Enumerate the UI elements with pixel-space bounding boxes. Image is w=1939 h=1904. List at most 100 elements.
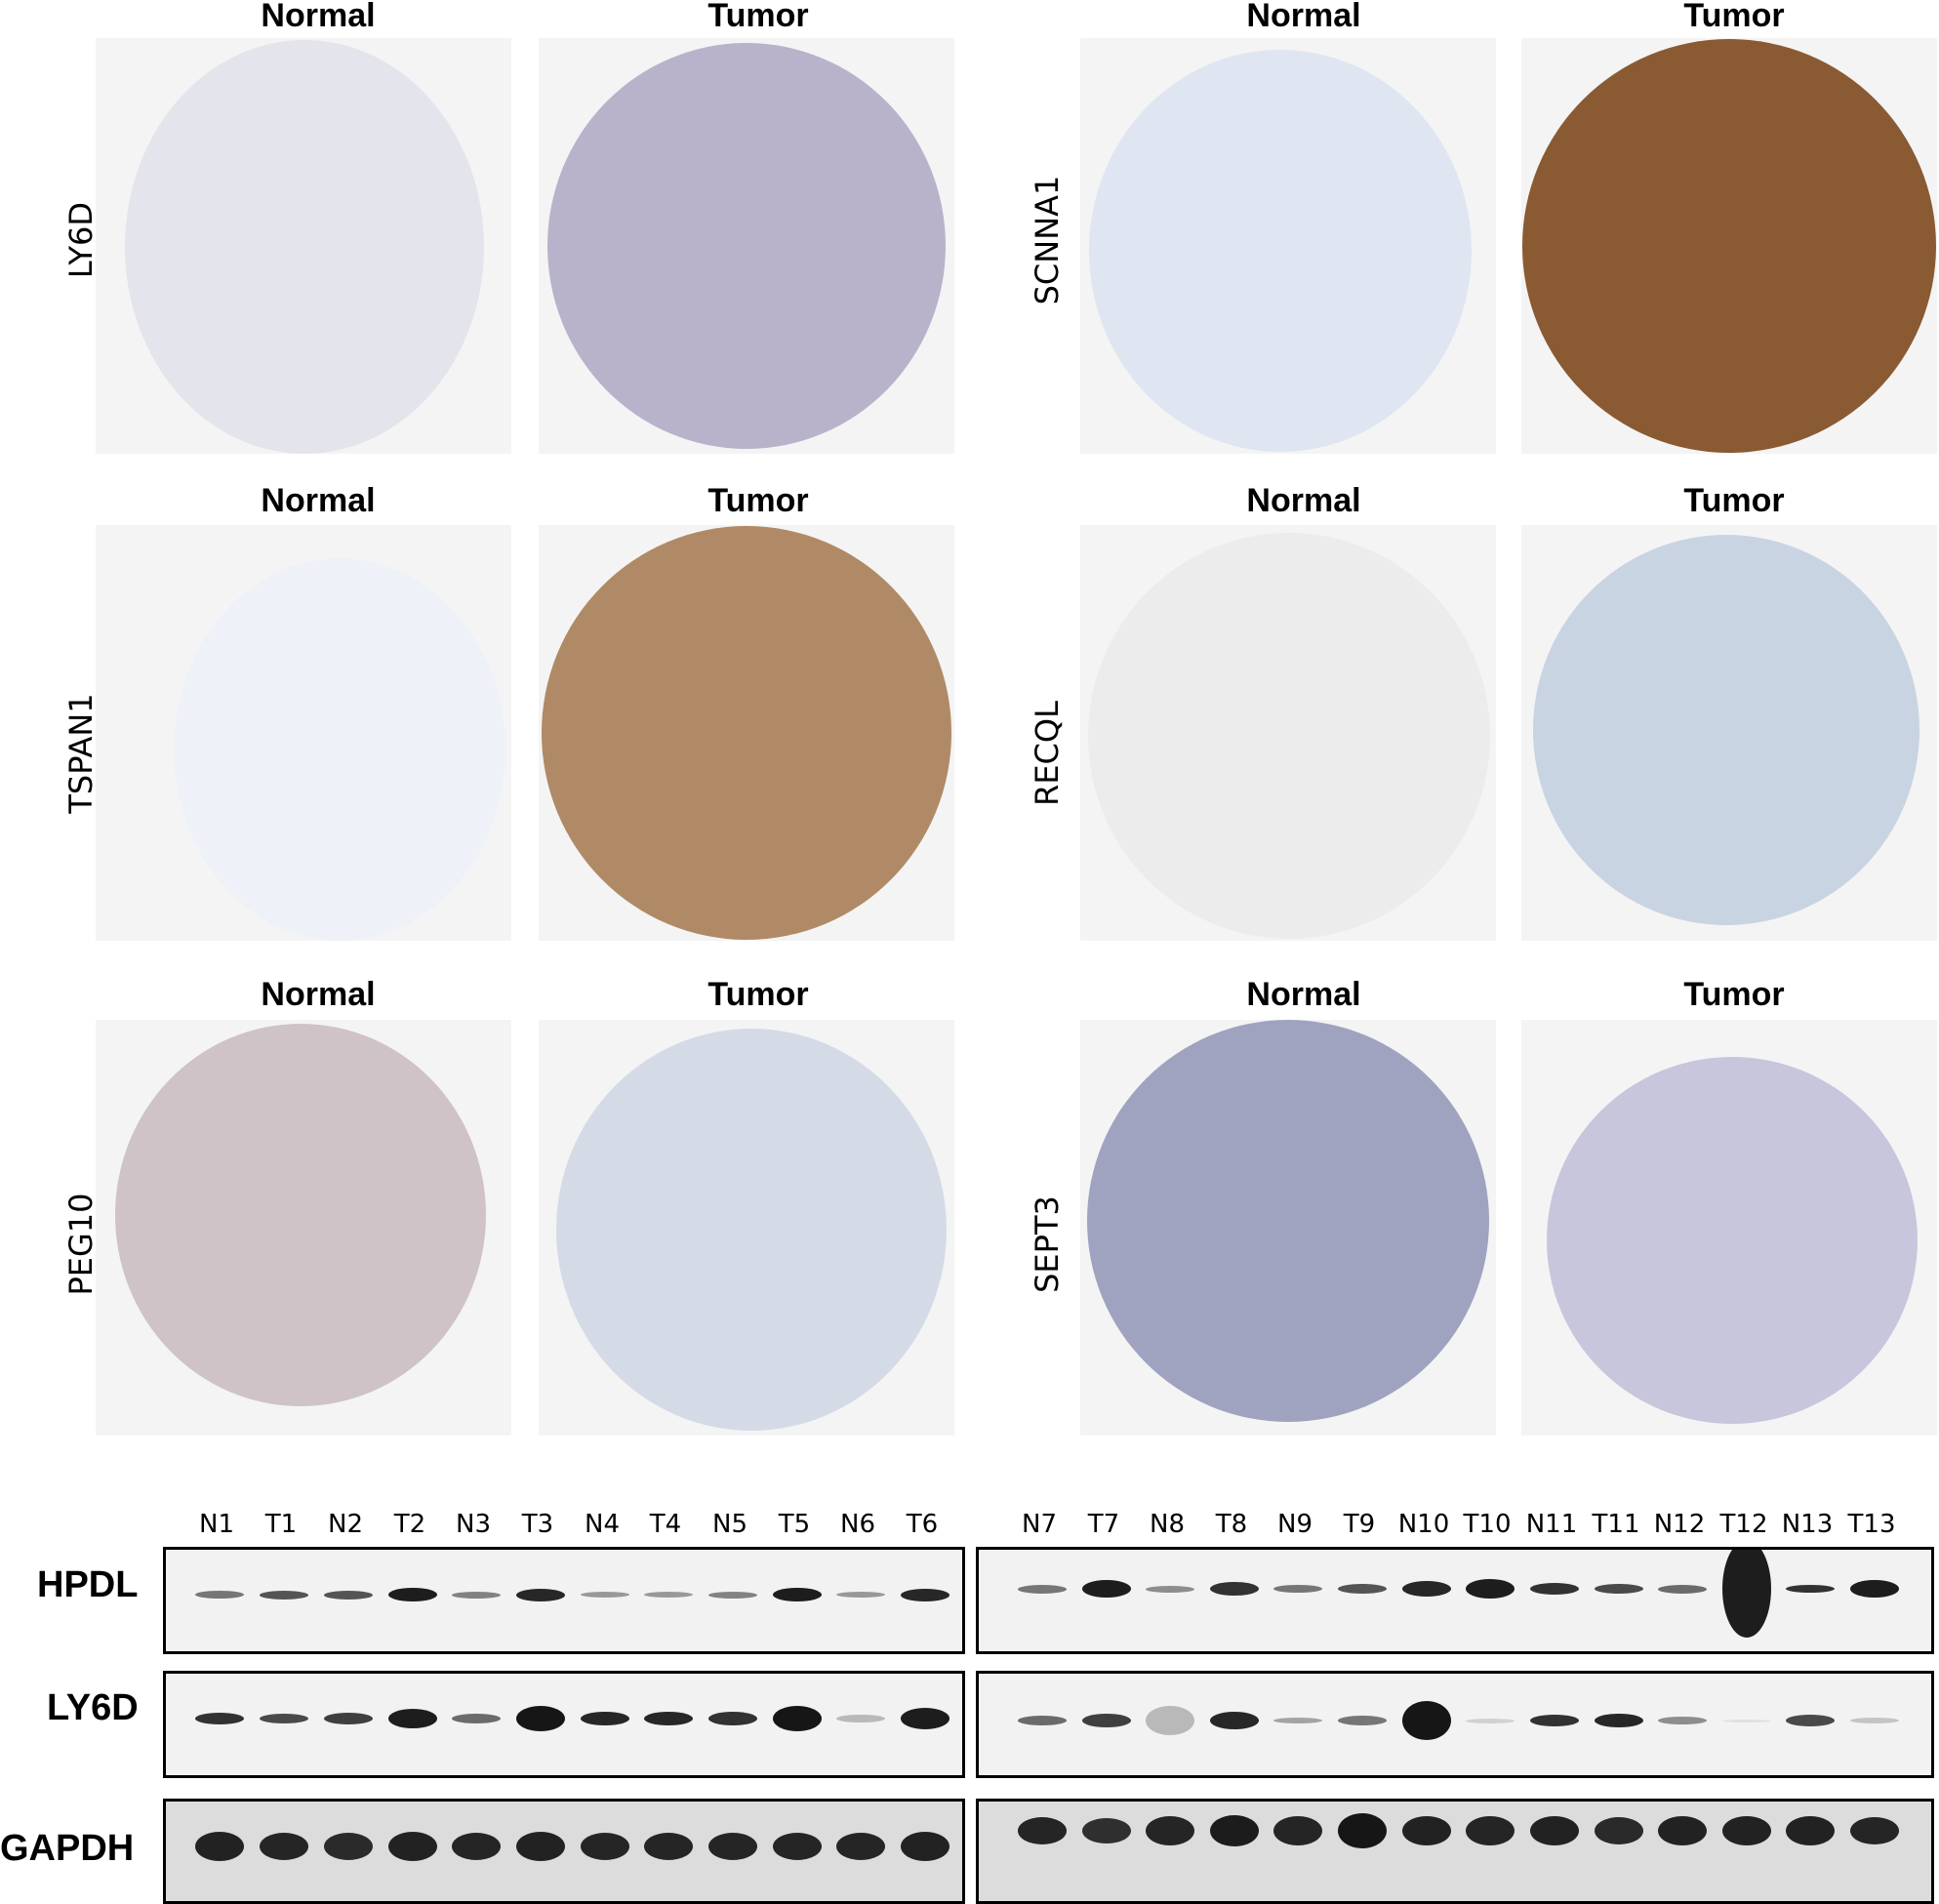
tissue-core-image (1088, 533, 1490, 939)
lane-label: N13 (1781, 1510, 1834, 1539)
tissue-core-image (542, 526, 951, 940)
blot-band (1338, 1584, 1387, 1594)
lane-label: T7 (1087, 1510, 1120, 1539)
ihc-panel-normal (96, 38, 511, 454)
lane-label: N6 (840, 1510, 875, 1539)
ihc-panel-tumor (1521, 525, 1937, 941)
blot-band (1595, 1584, 1643, 1594)
lane-label: N2 (328, 1510, 363, 1539)
tissue-core (1533, 535, 1919, 925)
blot-band (644, 1833, 693, 1860)
ihc-panel-normal (1080, 525, 1496, 941)
ihc-panel-normal (96, 1020, 511, 1436)
blot-band (1402, 1816, 1451, 1845)
blot-band (1210, 1582, 1259, 1596)
ihc-panel-tumor (539, 525, 954, 941)
tissue-core-image (1522, 39, 1936, 453)
lane-label: N4 (585, 1510, 620, 1539)
blot-band (1146, 1816, 1194, 1845)
blot-band (1402, 1701, 1451, 1740)
ihc-panel-normal (1080, 1020, 1496, 1436)
blot-band (516, 1832, 565, 1861)
tissue-core-image (1089, 50, 1472, 452)
lane-label: T4 (649, 1510, 682, 1539)
blot-band (324, 1713, 373, 1724)
lane-label: T9 (1343, 1510, 1376, 1539)
tissue-core (1522, 39, 1936, 453)
blot-band (452, 1714, 501, 1723)
blot-band (1338, 1716, 1387, 1725)
lane-label: T10 (1463, 1510, 1512, 1539)
tissue-core-image (174, 558, 505, 941)
blot-band (901, 1708, 949, 1729)
tissue-core-image (125, 40, 484, 454)
blot-band (1018, 1716, 1067, 1725)
blot-band (1658, 1717, 1707, 1724)
tissue-core (1087, 1020, 1489, 1422)
lane-label: N3 (456, 1510, 491, 1539)
tissue-core-image (115, 1024, 486, 1406)
lane-label: T1 (264, 1510, 298, 1539)
lane-label: N7 (1022, 1510, 1057, 1539)
blot-band (708, 1712, 757, 1725)
tissue-core (115, 1024, 486, 1406)
blot-band (581, 1833, 629, 1860)
lane-label: N11 (1525, 1510, 1578, 1539)
blot-band (516, 1588, 565, 1601)
lane-label: N12 (1653, 1510, 1706, 1539)
tissue-core (1547, 1057, 1918, 1424)
blot-ly6d-right (976, 1671, 1934, 1778)
tissue-core (174, 558, 505, 941)
blot-hpdl-left (163, 1547, 965, 1654)
blot-band (1530, 1583, 1579, 1595)
row-label-gene: SEPT3 (1029, 1195, 1066, 1293)
blot-band (195, 1591, 244, 1599)
column-title-tumor: Tumor (707, 0, 809, 34)
blot-band (1466, 1816, 1515, 1845)
row-label-gene: TSPAN1 (62, 693, 100, 814)
column-title-tumor: Tumor (1683, 482, 1785, 519)
tissue-core-image (547, 43, 946, 449)
tissue-core (547, 43, 946, 449)
column-title-normal: Normal (261, 482, 376, 519)
blot-band (260, 1714, 308, 1723)
blot-band (1210, 1712, 1259, 1729)
blot-band (836, 1715, 885, 1722)
row-label-gene: LY6D (62, 201, 100, 279)
blot-band (1210, 1815, 1259, 1846)
blot-band (1338, 1813, 1387, 1848)
blot-band (1722, 1816, 1771, 1845)
blot-band (773, 1588, 822, 1601)
blot-band (1402, 1581, 1451, 1597)
row-label-gene: PEG10 (62, 1193, 100, 1296)
ihc-panel-normal (96, 525, 511, 941)
column-title-normal: Normal (1246, 482, 1361, 519)
blot-band (1273, 1718, 1322, 1723)
tissue-core (1089, 50, 1472, 452)
blot-band (1786, 1585, 1835, 1593)
blot-band (1658, 1816, 1707, 1845)
ihc-panel-tumor (539, 1020, 954, 1436)
blot-band (1722, 1719, 1771, 1722)
lane-label: T3 (521, 1510, 554, 1539)
blot-band (708, 1833, 757, 1860)
ihc-panel-tumor (1521, 38, 1937, 454)
blot-band (1466, 1579, 1515, 1599)
tissue-core-image (1087, 1020, 1489, 1422)
lane-label: N1 (199, 1510, 234, 1539)
blot-band (388, 1588, 437, 1601)
blot-band (836, 1833, 885, 1860)
blot-band (1530, 1715, 1579, 1726)
lane-label: N10 (1397, 1510, 1450, 1539)
blot-band (1018, 1817, 1067, 1844)
column-title-normal: Normal (1246, 0, 1361, 34)
lane-label: T12 (1719, 1510, 1768, 1539)
blot-band (1082, 1818, 1131, 1843)
blot-band (1850, 1580, 1899, 1598)
blot-band (773, 1833, 822, 1860)
tissue-core-image (1533, 535, 1919, 925)
blot-band (1082, 1580, 1131, 1598)
blot-band (1466, 1718, 1515, 1723)
blot-band (1273, 1816, 1322, 1845)
column-title-normal: Normal (261, 976, 376, 1013)
